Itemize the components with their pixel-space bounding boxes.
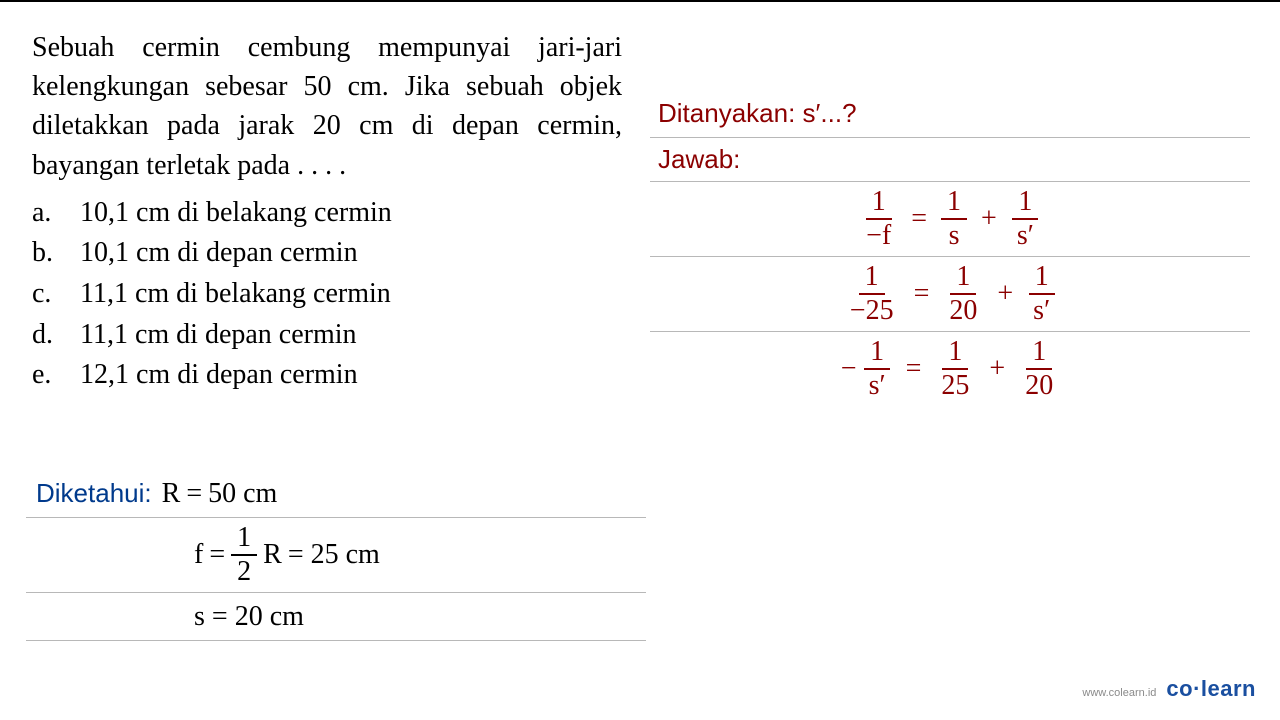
option-text: 10,1 cm di depan cermin <box>80 233 358 274</box>
frac-lhs: 1 −f <box>860 188 897 250</box>
math-eq-2: 1 −25 = 1 20 + 1 s′ <box>650 263 1250 325</box>
f-val: = 25 cm <box>288 539 380 571</box>
frac-den: 20 <box>943 295 983 325</box>
leading-neg: − <box>841 353 857 385</box>
frac-lhs: 1 s′ <box>863 338 892 400</box>
known-section: Diketahui: R = 50 cm f = 1 2 R = 25 cm s… <box>26 470 646 641</box>
R-eq: = <box>186 478 202 510</box>
R-var: R <box>162 478 181 510</box>
frac-r2: 1 s′ <box>1011 188 1040 250</box>
top-border <box>0 0 1280 2</box>
frac-num: 1 <box>1012 188 1038 220</box>
math-eq-3: − 1 s′ = 1 25 + 1 20 <box>650 338 1250 400</box>
frac-num: 1 <box>1029 263 1055 295</box>
frac-den: 25 <box>935 370 975 400</box>
frac-r2: 1 s′ <box>1027 263 1056 325</box>
footer-url: www.colearn.id <box>1082 687 1156 699</box>
s-value: s = 20 cm <box>194 601 304 633</box>
frac-den: s′ <box>863 370 892 400</box>
known-line-1: Diketahui: R = 50 cm <box>26 470 646 518</box>
frac-r1: 1 s <box>941 188 967 250</box>
known-line-2: f = 1 2 R = 25 cm <box>26 518 646 593</box>
brand-dot: · <box>1193 676 1201 701</box>
option-e: e. 12,1 cm di depan cermin <box>32 355 622 396</box>
option-letter: e. <box>32 355 80 396</box>
asked-line: Ditanyakan: s′...? <box>650 90 1250 138</box>
footer-brand: www.colearn.id co·learn <box>1082 676 1256 702</box>
frac-r1: 1 25 <box>935 338 975 400</box>
question-text: Sebuah cermin cembung mempunyai jari-jar… <box>32 28 622 185</box>
known-line-3: s = 20 cm <box>26 593 646 641</box>
option-b: b. 10,1 cm di depan cermin <box>32 233 622 274</box>
frac-den: s′ <box>1011 220 1040 250</box>
option-text: 10,1 cm di belakang cermin <box>80 193 392 234</box>
frac-num: 1 <box>941 188 967 220</box>
plus: + <box>993 278 1017 310</box>
frac-den: −25 <box>844 295 900 325</box>
equation-3: − 1 s′ = 1 25 + 1 20 <box>650 332 1250 406</box>
frac-den: 20 <box>1019 370 1059 400</box>
option-letter: c. <box>32 274 80 315</box>
frac-lhs: 1 −25 <box>844 263 900 325</box>
plus: + <box>977 203 1001 235</box>
frac-num: 1 <box>866 188 892 220</box>
option-letter: d. <box>32 315 80 356</box>
answer-line: Jawab: <box>650 138 1250 182</box>
frac-r2: 1 20 <box>1019 338 1059 400</box>
equation-1: 1 −f = 1 s + 1 s′ <box>650 182 1250 257</box>
f-var: f <box>194 539 203 571</box>
option-text: 11,1 cm di belakang cermin <box>80 274 391 315</box>
option-text: 11,1 cm di depan cermin <box>80 315 357 356</box>
frac-den: −f <box>860 220 897 250</box>
answer-label: Jawab: <box>658 144 740 175</box>
f-frac: 1 2 <box>231 524 257 586</box>
solution-column: Ditanyakan: s′...? Jawab: 1 −f = 1 s + 1… <box>650 90 1250 406</box>
math-eq-1: 1 −f = 1 s + 1 s′ <box>650 188 1250 250</box>
frac-den: 2 <box>231 556 257 586</box>
option-letter: b. <box>32 233 80 274</box>
R-val: 50 cm <box>208 478 277 510</box>
s-expr: s = 20 cm <box>194 601 304 633</box>
options-list: a. 10,1 cm di belakang cermin b. 10,1 cm… <box>32 193 622 396</box>
asked-label: Ditanyakan: s′...? <box>658 98 857 129</box>
brand-pre: co <box>1166 676 1193 701</box>
frac-num: 1 <box>231 524 257 556</box>
option-c: c. 11,1 cm di belakang cermin <box>32 274 622 315</box>
option-a: a. 10,1 cm di belakang cermin <box>32 193 622 234</box>
plus: + <box>985 353 1009 385</box>
frac-den: s <box>943 220 966 250</box>
frac-num: 1 <box>859 263 885 295</box>
equals: = <box>910 278 934 310</box>
option-letter: a. <box>32 193 80 234</box>
equation-2: 1 −25 = 1 20 + 1 s′ <box>650 257 1250 332</box>
frac-num: 1 <box>950 263 976 295</box>
frac-num: 1 <box>942 338 968 370</box>
option-d: d. 11,1 cm di depan cermin <box>32 315 622 356</box>
known-label: Diketahui: <box>36 478 152 509</box>
equals: = <box>902 353 926 385</box>
f-R: R <box>263 539 282 571</box>
f-expr: f = 1 2 R = 25 cm <box>194 524 380 586</box>
equals: = <box>907 203 931 235</box>
frac-r1: 1 20 <box>943 263 983 325</box>
brand-logo: co·learn <box>1166 676 1256 702</box>
brand-post: learn <box>1201 676 1256 701</box>
frac-num: 1 <box>1026 338 1052 370</box>
frac-den: s′ <box>1027 295 1056 325</box>
f-eq: = <box>209 539 225 571</box>
question-column: Sebuah cermin cembung mempunyai jari-jar… <box>32 28 622 396</box>
frac-num: 1 <box>864 338 890 370</box>
R-expr: R = 50 cm <box>162 478 278 510</box>
option-text: 12,1 cm di depan cermin <box>80 355 358 396</box>
